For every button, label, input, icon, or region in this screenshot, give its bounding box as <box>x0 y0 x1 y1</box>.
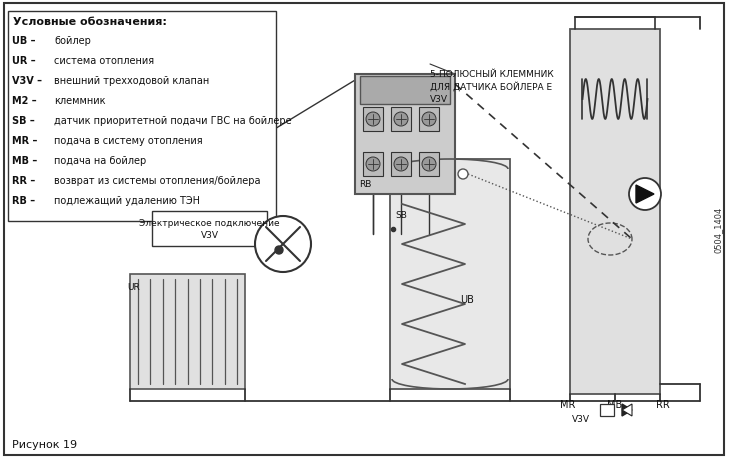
Text: Рисунок 19: Рисунок 19 <box>12 439 77 449</box>
Bar <box>391 153 411 177</box>
Text: M: M <box>603 406 611 414</box>
Text: клеммник: клеммник <box>54 96 106 106</box>
Text: система отопления: система отопления <box>54 56 154 66</box>
Text: UB: UB <box>460 294 474 304</box>
Text: V3V: V3V <box>572 414 590 423</box>
Bar <box>570 30 660 394</box>
Polygon shape <box>622 404 632 416</box>
Circle shape <box>366 113 380 127</box>
Text: внешний трехходовой клапан: внешний трехходовой клапан <box>54 76 209 86</box>
Bar <box>419 153 439 177</box>
Text: UR –: UR – <box>12 56 36 66</box>
Text: RB: RB <box>359 179 371 189</box>
Bar <box>8 12 276 222</box>
Text: SB: SB <box>395 210 407 219</box>
Text: MB –: MB – <box>12 156 37 166</box>
Polygon shape <box>636 185 654 203</box>
Circle shape <box>394 113 408 127</box>
Circle shape <box>422 113 436 127</box>
Text: подлежащий удалению ТЭН: подлежащий удалению ТЭН <box>54 196 200 206</box>
Polygon shape <box>622 404 632 416</box>
Bar <box>152 212 267 246</box>
Circle shape <box>275 246 283 254</box>
Text: RB –: RB – <box>12 196 35 206</box>
Text: Электрическое подключение
V3V: Электрическое подключение V3V <box>139 218 280 240</box>
Text: 5-ПОЛЮСНЫЙ КЛЕММНИК
ДЛЯ ДАТЧИКА БОЙЛЕРА Е
V3V: 5-ПОЛЮСНЫЙ КЛЕММНИК ДЛЯ ДАТЧИКА БОЙЛЕРА … <box>430 70 554 104</box>
Text: возврат из системы отопления/бойлера: возврат из системы отопления/бойлера <box>54 176 260 185</box>
Text: MR –: MR – <box>12 136 37 146</box>
Bar <box>130 274 245 389</box>
Text: 0504_1404: 0504_1404 <box>714 207 722 252</box>
Circle shape <box>255 217 311 272</box>
Bar <box>419 108 439 132</box>
Bar <box>390 160 510 389</box>
Text: RR: RR <box>656 399 670 409</box>
Bar <box>363 108 383 132</box>
Text: UR: UR <box>127 282 140 291</box>
Text: MB: MB <box>607 399 623 409</box>
Circle shape <box>422 157 436 172</box>
Bar <box>391 108 411 132</box>
Text: бойлер: бойлер <box>54 36 91 46</box>
Text: M2 –: M2 – <box>12 96 36 106</box>
Circle shape <box>366 157 380 172</box>
Text: подача в систему отопления: подача в систему отопления <box>54 136 203 146</box>
Text: MR: MR <box>561 399 576 409</box>
Text: RR –: RR – <box>12 176 35 185</box>
Text: датчик приоритетной подачи ГВС на бойлере: датчик приоритетной подачи ГВС на бойлер… <box>54 116 292 126</box>
Bar <box>360 77 450 105</box>
Text: подача на бойлер: подача на бойлер <box>54 156 147 166</box>
Text: SB –: SB – <box>12 116 35 126</box>
Text: Условные обозначения:: Условные обозначения: <box>13 17 167 27</box>
Circle shape <box>394 157 408 172</box>
Text: UB –: UB – <box>12 36 36 46</box>
Circle shape <box>458 170 468 179</box>
Circle shape <box>629 179 661 211</box>
Bar <box>600 404 614 416</box>
Text: V3V –: V3V – <box>12 76 42 86</box>
Bar <box>363 153 383 177</box>
Bar <box>355 75 455 195</box>
